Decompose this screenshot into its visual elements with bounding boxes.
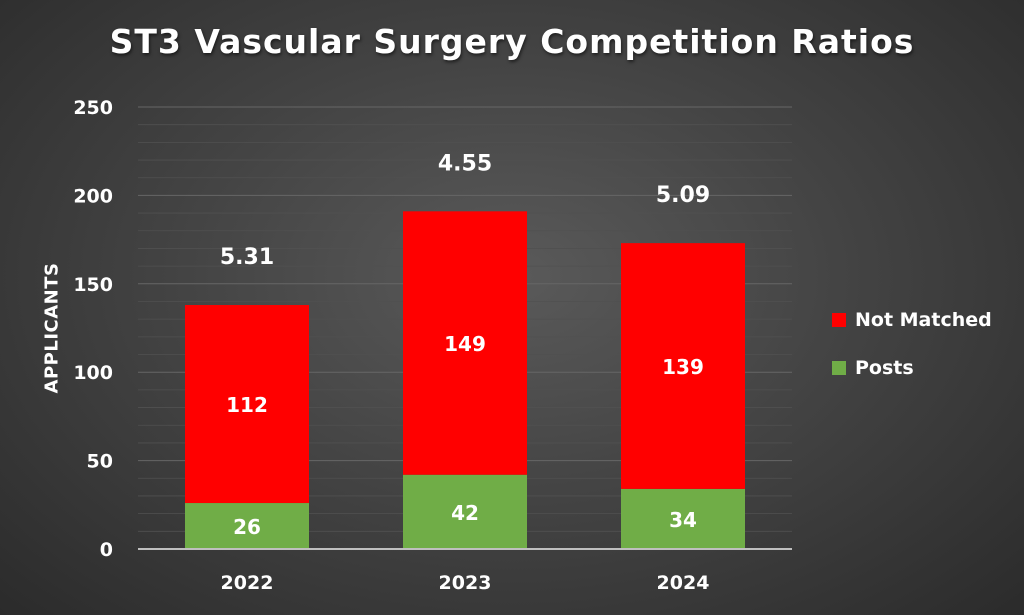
data-label-not-matched-2024: 139 — [662, 355, 704, 379]
y-tick-label: 100 — [73, 362, 113, 384]
bar-posts-2022 — [185, 503, 309, 549]
ratio-label-2022: 5.31 — [220, 245, 274, 270]
y-tick-label: 250 — [73, 97, 113, 119]
x-tick-label-2023: 2023 — [439, 572, 492, 594]
bar-not-matched-2024 — [621, 243, 745, 489]
legend: Not Matched Posts — [832, 307, 992, 403]
data-label-not-matched-2022: 112 — [226, 393, 268, 417]
x-tick-label-2024: 2024 — [657, 572, 710, 594]
data-label-posts-2024: 34 — [669, 508, 697, 532]
legend-label-posts: Posts — [855, 357, 914, 379]
ratio-label-2024: 5.09 — [656, 183, 710, 208]
ratio-label-2023: 4.55 — [438, 151, 492, 176]
legend-item-posts: Posts — [832, 355, 992, 381]
bar-not-matched-2023 — [403, 211, 527, 475]
legend-label-not-matched: Not Matched — [855, 309, 992, 331]
y-tick-label: 50 — [87, 451, 113, 473]
y-tick-label: 150 — [73, 274, 113, 296]
bar-posts-2023 — [403, 474, 527, 549]
data-label-posts-2022: 26 — [233, 515, 261, 539]
data-label-not-matched-2023: 149 — [444, 332, 486, 356]
legend-swatch-not-matched — [832, 313, 846, 327]
data-label-posts-2023: 42 — [451, 501, 479, 525]
legend-swatch-posts — [832, 361, 846, 375]
legend-item-not-matched: Not Matched — [832, 307, 992, 333]
bar-posts-2024 — [621, 488, 745, 549]
bar-not-matched-2022 — [185, 305, 309, 504]
chart-title: ST3 Vascular Surgery Competition Ratios — [109, 22, 915, 61]
x-tick-label-2022: 2022 — [221, 572, 274, 594]
y-tick-label: 0 — [100, 539, 113, 561]
y-tick-label: 200 — [73, 185, 113, 207]
